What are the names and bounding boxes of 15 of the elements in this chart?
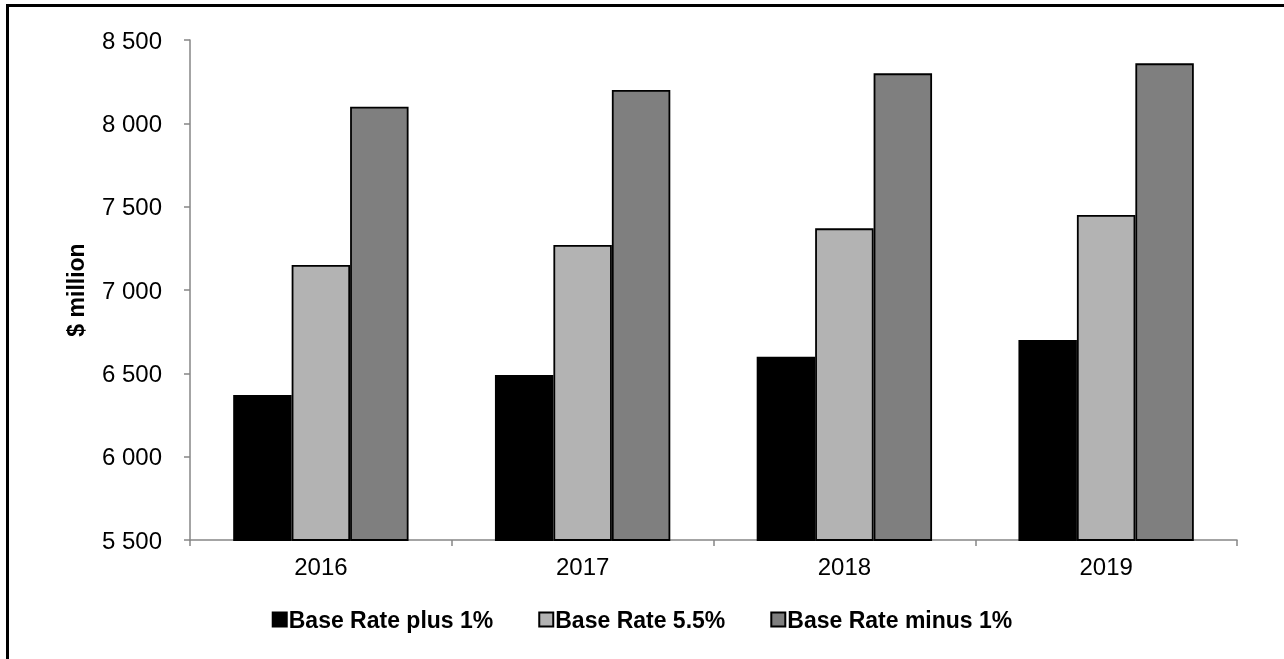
- y-tick-label: 7 500: [101, 193, 162, 221]
- y-tick-label: 6 000: [101, 443, 162, 471]
- legend-label: Base Rate 5.5%: [555, 606, 726, 633]
- legend-label: Base Rate plus 1%: [288, 606, 494, 633]
- y-tick-label: 8 000: [101, 109, 162, 137]
- y-axis-title: $ million: [62, 243, 89, 337]
- legend-label: Base Rate minus 1%: [787, 606, 1013, 633]
- x-tick-label: 2018: [817, 552, 872, 580]
- y-tick-label: 5 500: [101, 526, 162, 554]
- x-tick-label: 2017: [555, 552, 610, 580]
- x-tick-label: 2016: [294, 552, 348, 580]
- y-tick-label: 7 000: [101, 276, 162, 304]
- x-tick-label: 2019: [1079, 552, 1133, 580]
- y-tick-label: 8 500: [101, 26, 162, 54]
- y-tick-label: 6 500: [101, 359, 162, 387]
